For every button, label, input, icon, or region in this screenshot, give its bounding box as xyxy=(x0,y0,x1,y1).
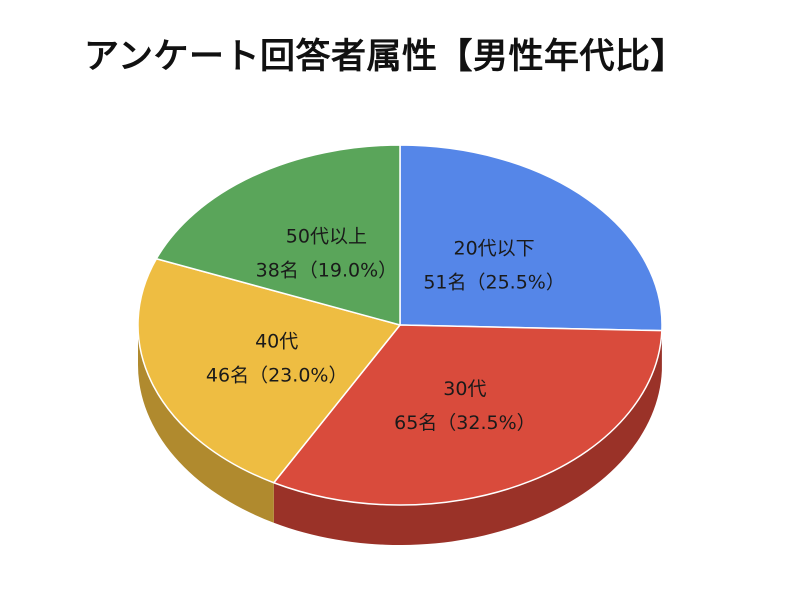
pie-slice-2 xyxy=(273,324,663,506)
slice-name-label-1: 20代以下 xyxy=(454,237,535,259)
slice-name-label-2: 30代 xyxy=(443,378,486,400)
pie-side-2 xyxy=(273,330,662,546)
slice-name-label-3: 40代 xyxy=(255,331,298,353)
slice-name-label-4: 50代以上 xyxy=(286,226,367,248)
slice-value-label-2: 65名（32.5%） xyxy=(394,412,536,434)
chart-title: アンケート回答者属性【男性年代比】 xyxy=(83,37,687,77)
pie-slice-3 xyxy=(137,257,401,484)
pie-labels: 20代以下 51名（25.5%） 30代 65名（32.5%） 40代 46名（23.0%… xyxy=(206,226,565,435)
slice-value-label-1: 51名（25.5%） xyxy=(423,271,565,293)
pie-slice-4 xyxy=(155,144,401,326)
slice-value-label-4: 38名（19.0%） xyxy=(256,260,398,282)
slice-value-label-3: 46名（23.0%） xyxy=(206,365,348,387)
pie-slice-1 xyxy=(399,144,663,332)
pie-slices xyxy=(137,144,663,506)
pie-side-3 xyxy=(137,325,274,523)
